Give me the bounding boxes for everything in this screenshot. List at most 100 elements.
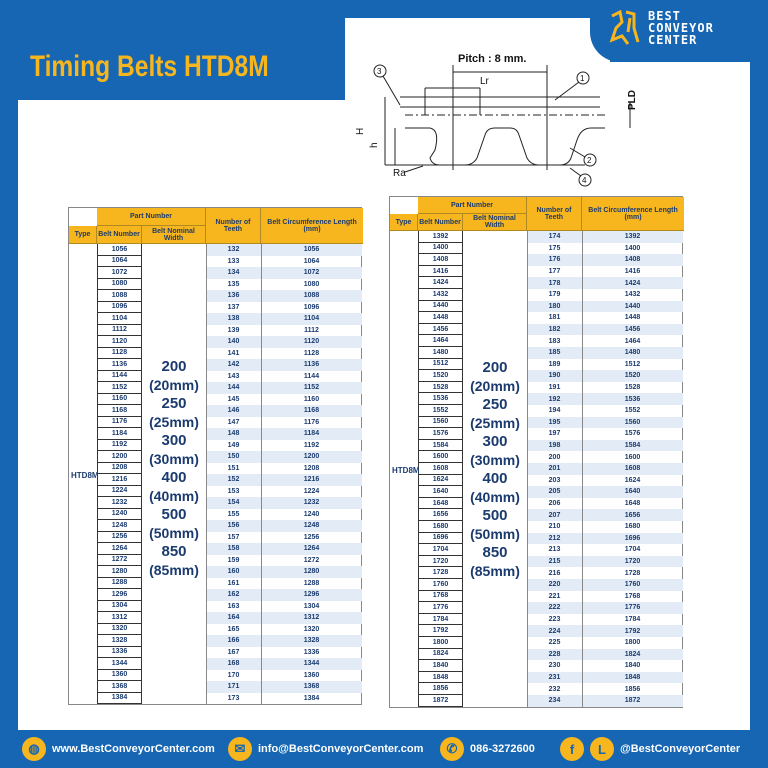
teeth-cell: 167 [227,648,240,656]
belt-number-cell: 1272 [97,554,142,566]
belt-number-cell: 1080 [97,278,142,290]
length-cell: 1848 [582,671,683,684]
teeth-cell: 195 [527,416,582,429]
nominal-width-value: (30mm) [149,451,199,467]
phone-number[interactable]: 086-3272600 [470,743,535,755]
nominal-width-value: (20mm) [149,377,199,393]
belt-number-cell: 1696 [418,532,463,545]
length-cell: 1152 [261,382,362,394]
social-handle[interactable]: @BestConveyorCenter [620,743,741,755]
header-teeth: Number of Teeth [527,197,582,231]
nominal-width-value: (50mm) [149,525,199,541]
teeth-cell: 173 [227,694,240,702]
length-cell: 1448 [624,314,641,322]
length-cell: 1528 [624,384,641,392]
logo-line3: CENTER [648,33,698,47]
length-cell: 1136 [261,359,362,371]
column-divider [261,244,262,704]
teeth-cell: 141 [227,349,240,357]
teeth-cell: 231 [527,671,582,684]
column-divider [206,244,207,704]
length-cell: 1200 [261,451,362,463]
teeth-cell: 174 [527,231,582,243]
belt-number-cell: 1328 [97,635,142,647]
belt-number-cell: 1120 [97,336,142,348]
teeth-cell: 171 [206,681,261,693]
belt-number-cell: 1408 [418,254,463,266]
nominal-width-value: (30mm) [470,452,520,468]
belt-number-cell: 1464 [418,335,463,347]
teeth-cell: 180 [527,300,582,313]
footer-email[interactable]: ✉ info@BestConveyorCenter.com [228,737,423,761]
logo-banner [590,0,768,62]
line-icon[interactable]: L [590,737,614,761]
nominal-width-value: 500 [482,507,508,524]
teeth-cell: 133 [227,257,240,265]
belt-number-cell: 1312 [97,612,142,624]
belt-number-cell: 1576 [418,428,463,440]
length-cell: 1384 [303,694,320,702]
length-cell: 1576 [624,430,641,438]
belt-number-cell: 1840 [418,660,463,672]
length-cell: 1144 [303,372,320,380]
length-cell: 1456 [582,323,683,336]
footer-phone[interactable]: ✆ 086-3272600 [440,737,535,761]
type-cell: HTD8M [71,471,99,480]
length-cell: 1648 [624,500,641,508]
teeth-cell: 210 [548,523,561,531]
teeth-cell: 135 [227,280,240,288]
teeth-cell: 149 [227,441,240,449]
mail-icon: ✉ [228,737,252,761]
belt-number-cell: 1192 [97,439,142,451]
length-cell: 1320 [303,625,320,633]
teeth-cell: 165 [227,625,240,633]
teeth-cell: 143 [227,372,240,380]
length-cell: 1480 [582,347,683,359]
belt-number-cell: 1720 [418,555,463,568]
teeth-cell: 221 [548,592,561,600]
nominal-width-value: (40mm) [149,488,199,504]
length-cell: 1520 [582,370,683,382]
length-cell: 1440 [582,300,683,313]
nominal-width-value: 250 [161,395,187,412]
nominal-width-value: 850 [161,543,187,560]
nominal-width-value: (85mm) [470,563,520,579]
belt-number-cell: 1216 [97,474,142,486]
length-cell: 1064 [303,257,320,265]
length-cell: 1624 [624,476,641,484]
right-table: Part Number Type Belt Number Belt Nominal W… [389,196,684,708]
facebook-icon[interactable]: f [560,737,584,761]
teeth-cell: 192 [527,393,582,405]
teeth-cell: 136 [206,290,261,302]
belt-number-cell: 1240 [97,508,142,520]
belt-number-cell: 1584 [418,439,463,452]
email-link[interactable]: info@BestConveyorCenter.com [258,743,424,755]
length-cell: 1256 [303,533,320,541]
belt-number-cell: 1400 [418,242,463,255]
teeth-cell: 150 [206,451,261,463]
teeth-cell: 147 [227,418,240,426]
h-small-label: h [369,142,380,148]
length-cell: 1392 [582,231,683,243]
phone-icon: ✆ [440,737,464,761]
length-cell: 1288 [303,579,320,587]
teeth-cell: 156 [206,520,261,532]
teeth-cell: 146 [206,405,261,417]
teeth-cell: 170 [227,671,240,679]
footer-social[interactable]: f L @BestConveyorCenter [560,737,740,761]
belt-number-cell: 1728 [418,567,463,579]
belt-number-cell: 1648 [418,497,463,510]
belt-number-cell: 1624 [418,474,463,487]
belt-number-cell: 1104 [97,313,142,325]
belt-number-cell: 1160 [97,393,142,405]
length-cell: 1120 [261,336,362,348]
footer-website[interactable]: ◍ www.BestConveyorCenter.com [22,737,215,761]
teeth-cell: 182 [527,323,582,336]
teeth-cell: 194 [548,407,561,415]
teeth-cell: 163 [227,602,240,610]
length-cell: 1552 [624,407,641,415]
website-link[interactable]: www.BestConveyorCenter.com [52,743,215,755]
callout-2: 2 [587,156,592,165]
teeth-cell: 159 [227,556,240,564]
logo-line1: BEST [648,9,681,23]
